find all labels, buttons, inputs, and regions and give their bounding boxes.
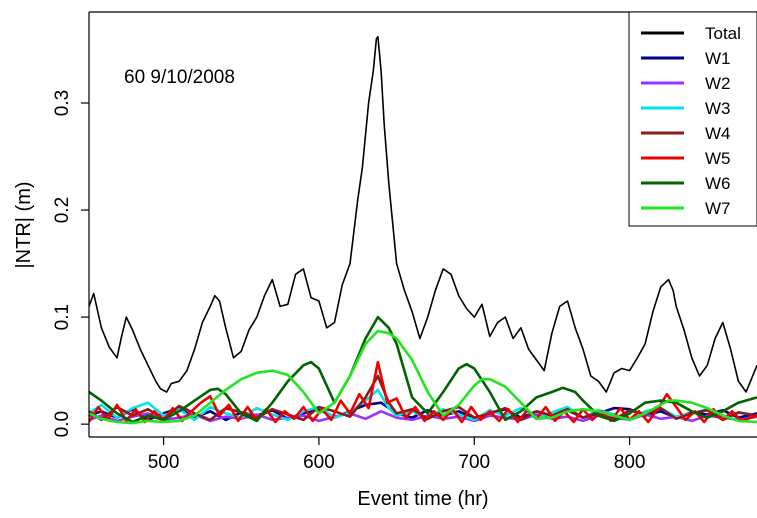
- series-line-w7: [89, 329, 757, 425]
- series-lines: [89, 35, 757, 425]
- legend-label-w1: W1: [705, 49, 731, 68]
- x-tick-label: 600: [303, 452, 335, 473]
- y-tick-label: 0.2: [52, 197, 73, 223]
- legend: Total W1 W2 W3 W4 W5 W6 W7: [628, 11, 757, 227]
- legend-label-w4: W4: [705, 124, 731, 143]
- legend-label-w2: W2: [705, 74, 731, 93]
- series-line-w5: [89, 360, 757, 424]
- y-axis-title: |NTR| (m): [13, 181, 35, 268]
- y-axis-ticks: 0.0 0.1 0.2 0.3: [52, 90, 89, 437]
- x-tick-label: 700: [458, 452, 490, 473]
- x-axis-title: Event time (hr): [357, 488, 488, 510]
- legend-label-w6: W6: [705, 174, 731, 193]
- series-line-total: [89, 35, 757, 393]
- y-tick-label: 0.1: [52, 304, 73, 330]
- legend-box: [628, 11, 757, 227]
- x-axis-ticks: 500 600 700 800: [148, 437, 646, 473]
- chart-annotation: 60 9/10/2008: [124, 67, 235, 88]
- legend-label-total: Total: [705, 24, 741, 43]
- x-tick-label: 800: [614, 452, 646, 473]
- y-tick-label: 0.0: [52, 411, 73, 437]
- legend-label-w5: W5: [705, 149, 731, 168]
- legend-label-w3: W3: [705, 99, 731, 118]
- x-tick-label: 500: [148, 452, 180, 473]
- legend-label-w7: W7: [705, 199, 731, 218]
- series-line-w6: [89, 315, 757, 424]
- y-tick-label: 0.3: [52, 90, 73, 116]
